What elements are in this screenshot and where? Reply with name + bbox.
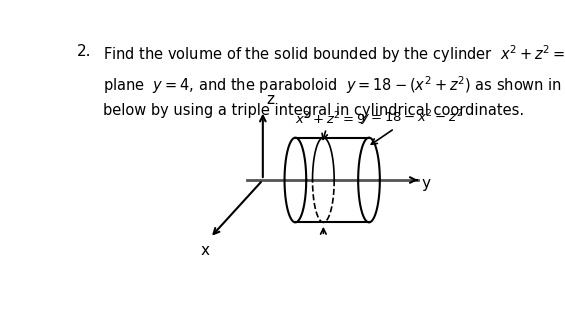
Text: 2.: 2. xyxy=(77,44,92,59)
Text: $x^2+z^2=9$: $x^2+z^2=9$ xyxy=(295,111,366,128)
Text: y: y xyxy=(421,176,431,191)
Text: z: z xyxy=(267,92,275,107)
Text: $y=18-x^2-z^2$: $y=18-x^2-z^2$ xyxy=(360,108,463,128)
Text: Find the volume of the solid bounded by the cylinder  $x^2+z^2=9$ , the
plane  $: Find the volume of the solid bounded by … xyxy=(103,44,565,118)
Text: x: x xyxy=(201,243,210,258)
